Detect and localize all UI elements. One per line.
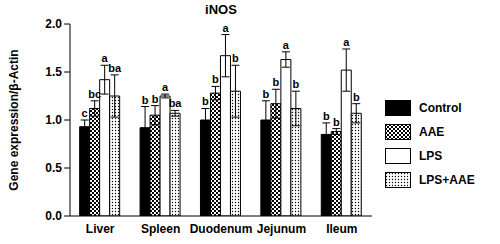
svg-text:b: b xyxy=(202,95,209,107)
svg-text:b: b xyxy=(232,52,239,64)
svg-text:b: b xyxy=(262,88,269,100)
svg-text:b: b xyxy=(152,93,159,105)
svg-text:ba: ba xyxy=(169,97,183,109)
svg-text:a: a xyxy=(283,39,290,51)
svg-text:b: b xyxy=(272,76,279,88)
svg-text:a: a xyxy=(101,52,108,65)
svg-text:Ileum: Ileum xyxy=(326,222,357,236)
svg-text:a: a xyxy=(162,81,169,93)
html-text:LPS+AAE: LPS+AAE xyxy=(419,173,475,187)
svg-text:1.0: 1.0 xyxy=(45,113,62,127)
svg-text:b: b xyxy=(323,110,330,122)
html-text:Control: Control xyxy=(419,101,462,115)
svg-text:b: b xyxy=(142,94,149,106)
html-text:iNOS: iNOS xyxy=(205,2,237,17)
svg-text:b: b xyxy=(212,73,219,85)
svg-text:1.5: 1.5 xyxy=(45,65,62,79)
svg-text:b: b xyxy=(353,91,360,103)
svg-text:0.5: 0.5 xyxy=(45,161,62,175)
svg-text:Spleen: Spleen xyxy=(141,222,180,236)
svg-text:b: b xyxy=(333,116,340,128)
svg-text:a: a xyxy=(222,22,229,34)
svg-text:ba: ba xyxy=(108,62,122,74)
html-text:AAE: AAE xyxy=(419,125,445,139)
svg-text:a: a xyxy=(343,36,350,48)
svg-text:Gene expression/β-Actin: Gene expression/β-Actin xyxy=(8,49,21,190)
svg-text:c: c xyxy=(82,107,88,119)
svg-text:Liver: Liver xyxy=(86,222,115,236)
html-text:LPS: LPS xyxy=(419,149,443,163)
svg-text:0.0: 0.0 xyxy=(45,209,62,223)
svg-text:Jejunum: Jejunum xyxy=(257,222,306,236)
svg-text:bc: bc xyxy=(88,88,101,100)
svg-text:2.0: 2.0 xyxy=(45,17,62,31)
svg-text:Duodenum: Duodenum xyxy=(190,222,253,236)
svg-text:b: b xyxy=(292,78,299,90)
